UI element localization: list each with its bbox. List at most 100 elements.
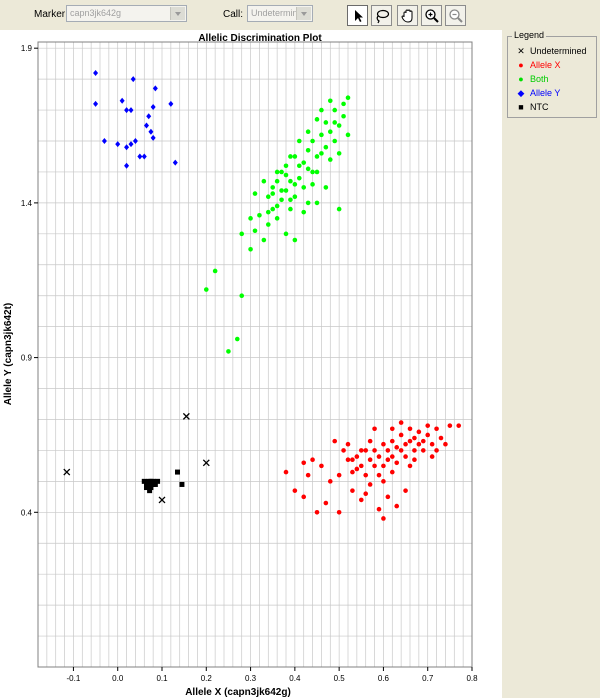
point-allele-x[interactable] <box>389 454 395 459</box>
point-both[interactable] <box>336 206 342 212</box>
point-ntc[interactable] <box>144 485 149 491</box>
point-allele-y[interactable] <box>144 122 149 129</box>
point-both[interactable] <box>239 293 245 299</box>
point-allele-x[interactable] <box>363 448 369 453</box>
point-both[interactable] <box>288 197 293 203</box>
point-both[interactable] <box>292 182 298 187</box>
marker-select[interactable]: capn3jk642g <box>66 5 187 22</box>
point-both[interactable] <box>305 129 311 135</box>
point-allele-x[interactable] <box>420 438 426 444</box>
point-allele-x[interactable] <box>434 448 439 453</box>
point-both[interactable] <box>301 209 307 215</box>
point-ntc[interactable] <box>148 478 154 484</box>
point-both[interactable] <box>292 154 298 159</box>
point-allele-x[interactable] <box>350 469 355 475</box>
point-allele-x[interactable] <box>412 448 417 453</box>
point-both[interactable] <box>203 287 209 292</box>
point-allele-y[interactable] <box>141 153 147 160</box>
point-both[interactable] <box>274 178 280 184</box>
point-allele-y[interactable] <box>148 128 154 135</box>
point-both[interactable] <box>270 185 276 190</box>
point-allele-x[interactable] <box>354 466 360 472</box>
point-both[interactable] <box>336 151 342 156</box>
point-allele-x[interactable] <box>429 441 435 447</box>
point-both[interactable] <box>327 157 333 162</box>
point-both[interactable] <box>296 138 302 144</box>
point-both[interactable] <box>279 169 284 175</box>
point-allele-x[interactable] <box>389 469 395 475</box>
point-allele-x[interactable] <box>376 472 382 478</box>
point-both[interactable] <box>270 191 276 196</box>
point-both[interactable] <box>305 200 311 206</box>
point-allele-x[interactable] <box>292 488 298 493</box>
point-both[interactable] <box>283 231 289 237</box>
pan-tool-button[interactable] <box>397 5 418 26</box>
point-allele-x[interactable] <box>367 457 373 462</box>
point-allele-y[interactable] <box>124 162 130 169</box>
point-both[interactable] <box>274 169 280 175</box>
point-both[interactable] <box>265 209 271 215</box>
point-allele-x[interactable] <box>429 454 435 459</box>
point-both[interactable] <box>327 129 333 135</box>
point-allele-y[interactable] <box>130 76 136 83</box>
point-allele-y[interactable] <box>93 100 99 107</box>
point-both[interactable] <box>296 175 302 181</box>
point-allele-y[interactable] <box>132 138 138 145</box>
point-allele-x[interactable] <box>381 516 386 521</box>
point-both[interactable] <box>261 178 267 184</box>
point-both[interactable] <box>336 123 342 128</box>
point-both[interactable] <box>323 144 329 150</box>
point-both[interactable] <box>341 101 346 107</box>
point-ntc[interactable] <box>179 481 185 487</box>
point-both[interactable] <box>319 107 324 113</box>
point-allele-x[interactable] <box>425 432 431 438</box>
point-ntc[interactable] <box>141 478 147 484</box>
point-both[interactable] <box>332 107 338 113</box>
point-both[interactable] <box>288 178 293 184</box>
point-allele-x[interactable] <box>358 463 364 469</box>
point-undetermined[interactable] <box>202 459 210 467</box>
point-both[interactable] <box>292 237 298 243</box>
point-allele-x[interactable] <box>363 472 369 478</box>
point-allele-x[interactable] <box>394 445 400 450</box>
point-allele-x[interactable] <box>305 472 311 478</box>
point-ntc[interactable] <box>150 481 156 487</box>
point-both[interactable] <box>283 163 289 169</box>
point-allele-x[interactable] <box>350 457 355 462</box>
point-allele-y[interactable] <box>137 153 143 160</box>
point-allele-x[interactable] <box>403 454 408 459</box>
point-both[interactable] <box>314 154 320 159</box>
point-allele-x[interactable] <box>407 463 413 469</box>
point-both[interactable] <box>345 95 351 100</box>
point-allele-x[interactable] <box>407 426 413 432</box>
point-allele-y[interactable] <box>152 85 158 92</box>
point-both[interactable] <box>314 200 320 206</box>
point-both[interactable] <box>226 349 231 354</box>
point-both[interactable] <box>234 336 240 342</box>
point-both[interactable] <box>257 212 262 218</box>
point-both[interactable] <box>270 206 276 212</box>
point-allele-x[interactable] <box>394 460 400 466</box>
point-allele-x[interactable] <box>394 503 400 509</box>
point-both[interactable] <box>274 216 280 221</box>
point-both[interactable] <box>327 98 333 104</box>
point-allele-y[interactable] <box>115 141 121 148</box>
point-both[interactable] <box>292 194 298 200</box>
pointer-tool-button[interactable] <box>347 5 368 26</box>
point-allele-x[interactable] <box>341 448 346 453</box>
point-allele-y[interactable] <box>124 144 130 151</box>
point-allele-x[interactable] <box>336 472 342 478</box>
point-allele-x[interactable] <box>389 438 395 444</box>
point-allele-y[interactable] <box>93 69 99 76</box>
point-both[interactable] <box>296 163 302 169</box>
point-allele-y[interactable] <box>128 141 134 148</box>
point-undetermined[interactable] <box>182 412 190 420</box>
point-ntc[interactable] <box>147 488 153 494</box>
point-both[interactable] <box>239 231 245 237</box>
point-allele-x[interactable] <box>438 435 444 441</box>
point-allele-x[interactable] <box>301 494 307 500</box>
point-undetermined[interactable] <box>158 496 166 504</box>
point-both[interactable] <box>310 138 315 144</box>
point-both[interactable] <box>305 166 311 172</box>
point-allele-x[interactable] <box>420 448 426 453</box>
